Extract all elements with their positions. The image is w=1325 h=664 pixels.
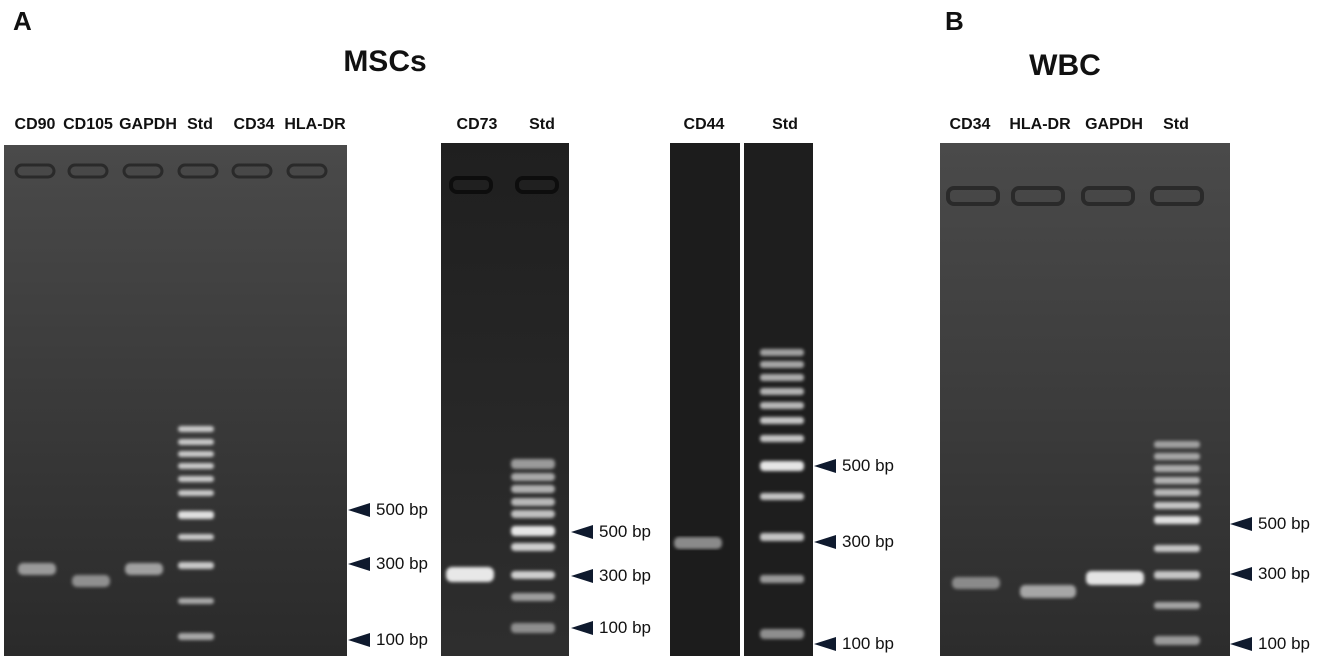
marker-label: 100 bp bbox=[1258, 634, 1310, 653]
gel-image-2 bbox=[441, 143, 569, 656]
marker-label: 100 bp bbox=[599, 618, 651, 637]
lane-label-cd90: CD90 bbox=[14, 116, 56, 133]
size-marker: 300 bp bbox=[814, 532, 894, 552]
lane-label-cd44: CD44 bbox=[683, 116, 725, 133]
lane-label-gapdh: GAPDH bbox=[119, 116, 177, 133]
gel-image-3a bbox=[670, 143, 740, 656]
size-marker: 100 bp bbox=[1230, 634, 1310, 654]
marker-label: 500 bp bbox=[376, 500, 428, 519]
marker-label: 300 bp bbox=[376, 554, 428, 573]
size-marker: 500 bp bbox=[814, 456, 894, 476]
arrow-left-icon bbox=[814, 637, 836, 651]
marker-label: 100 bp bbox=[376, 630, 428, 649]
arrow-left-icon bbox=[814, 535, 836, 549]
size-marker: 500 bp bbox=[571, 522, 651, 542]
lane-label-hla-dr: HLA-DR bbox=[1009, 116, 1071, 133]
panel-a-letter: A bbox=[13, 6, 32, 36]
arrow-left-icon bbox=[1230, 637, 1252, 651]
lane-label-std: Std bbox=[772, 116, 798, 133]
arrow-left-icon bbox=[571, 525, 593, 539]
size-marker: 100 bp bbox=[814, 634, 894, 654]
lane-label-cd34: CD34 bbox=[233, 116, 275, 133]
marker-label: 500 bp bbox=[599, 522, 651, 541]
size-marker: 300 bp bbox=[571, 566, 651, 586]
marker-label: 500 bp bbox=[842, 456, 894, 475]
arrow-left-icon bbox=[1230, 517, 1252, 531]
arrow-left-icon bbox=[571, 569, 593, 583]
marker-label: 100 bp bbox=[842, 634, 894, 653]
arrow-left-icon bbox=[571, 621, 593, 635]
size-marker: 100 bp bbox=[348, 630, 428, 650]
gel-image-3b bbox=[744, 143, 813, 656]
msc-title: MSCs bbox=[343, 45, 427, 78]
lane-label-cd73: CD73 bbox=[456, 116, 498, 133]
size-marker: 500 bp bbox=[1230, 514, 1310, 534]
size-marker: 100 bp bbox=[571, 618, 651, 638]
lane-label-std: Std bbox=[187, 116, 213, 133]
lane-label-cd34: CD34 bbox=[949, 116, 991, 133]
lane-label-std: Std bbox=[1163, 116, 1189, 133]
panel-b-letter: B bbox=[945, 6, 964, 36]
gel-image-1 bbox=[4, 145, 347, 656]
arrow-left-icon bbox=[348, 503, 370, 517]
lane-label-std: Std bbox=[529, 116, 555, 133]
arrow-left-icon bbox=[814, 459, 836, 473]
marker-label: 300 bp bbox=[1258, 564, 1310, 583]
lane-label-hla-dr: HLA-DR bbox=[284, 116, 346, 133]
size-marker: 300 bp bbox=[348, 554, 428, 574]
marker-label: 500 bp bbox=[1258, 514, 1310, 533]
arrow-left-icon bbox=[348, 633, 370, 647]
arrow-left-icon bbox=[1230, 567, 1252, 581]
lane-label-cd105: CD105 bbox=[63, 116, 113, 133]
wbc-title: WBC bbox=[1029, 49, 1101, 82]
lane-label-gapdh: GAPDH bbox=[1085, 116, 1143, 133]
marker-label: 300 bp bbox=[599, 566, 651, 585]
gel-image-4 bbox=[940, 143, 1230, 656]
size-marker: 300 bp bbox=[1230, 564, 1310, 584]
size-marker: 500 bp bbox=[348, 500, 428, 520]
arrow-left-icon bbox=[348, 557, 370, 571]
marker-label: 300 bp bbox=[842, 532, 894, 551]
